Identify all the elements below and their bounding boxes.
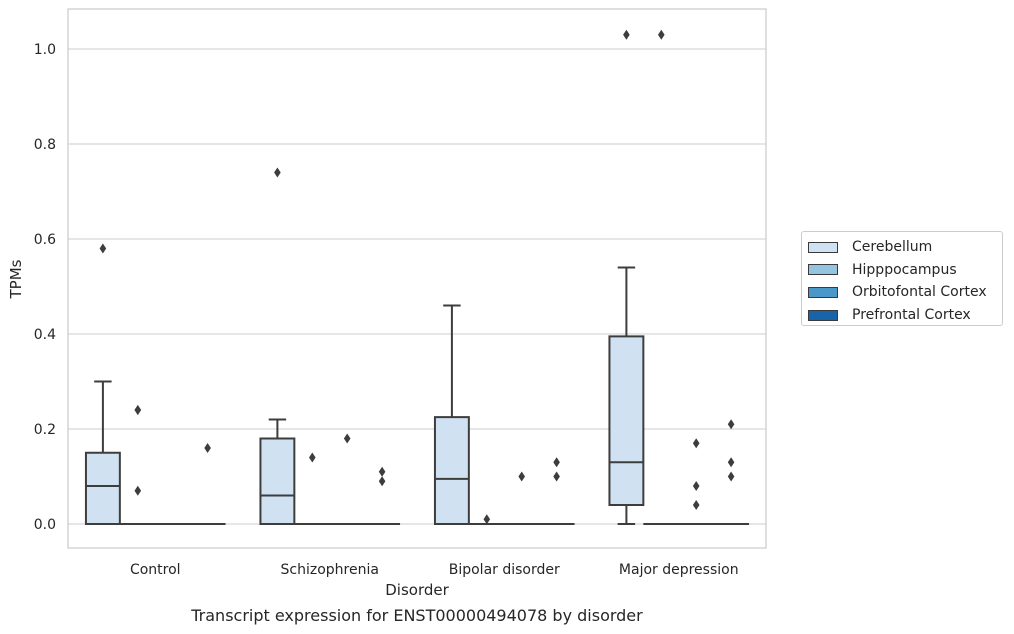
flier-point (692, 500, 700, 510)
legend-label-cerebellum: Cerebellum (852, 239, 933, 256)
flier-point (727, 457, 735, 468)
y-tick-label: 0.6 (34, 232, 56, 248)
box-0-0 (84, 243, 121, 525)
box-body (259, 437, 296, 525)
box-2-3 (678, 438, 715, 526)
legend-item-cerebellum: Cerebellum (808, 236, 1002, 259)
legend-item-prefrontal-cortex: Prefrontal Cortex (808, 304, 1002, 327)
box-2-1 (329, 433, 366, 526)
legend-swatch-hippocampus (808, 264, 838, 276)
legend-swatch-orbitofrontal-cortex (808, 286, 838, 298)
flier-point (518, 471, 525, 482)
legend: Cerebellum Hipppocampus Orbitofontal Cor… (801, 231, 1003, 326)
box-3-3 (713, 419, 750, 526)
y-tick-label: 0.2 (34, 422, 56, 438)
legend-swatch-prefrontal-cortex (808, 309, 838, 321)
y-tick-label: 0.8 (34, 137, 56, 153)
box-1-2 (468, 514, 505, 526)
box-0-1 (259, 167, 296, 525)
y-axis-title: TPMs (7, 259, 25, 299)
flier-point (378, 476, 386, 487)
flier-point (692, 481, 700, 491)
marks-layer (84, 29, 750, 526)
box-3-1 (364, 466, 401, 526)
flier-point (727, 471, 735, 482)
legend-label-hippocampus: Hipppocampus (852, 261, 957, 278)
flier-point (658, 29, 665, 40)
legend-item-orbitofrontal-cortex: Orbitofontal Cortex (808, 281, 1002, 304)
box-3-0 (189, 443, 226, 526)
grid-layer (68, 48, 766, 525)
flier-point (134, 405, 142, 415)
flier-point (134, 485, 142, 496)
box-body (433, 416, 470, 525)
box-body (608, 335, 645, 506)
x-tick-label: Control (130, 562, 181, 578)
x-axis-title: Disorder (385, 581, 449, 599)
x-tick-labels: Control Schizophrenia Bipolar disorder Majo… (130, 562, 739, 578)
flier-point (99, 243, 107, 254)
box-1-3 (643, 29, 680, 526)
x-tick-label: Major depression (619, 562, 739, 578)
x-tick-label: Bipolar disorder (449, 562, 560, 578)
legend-swatch-cerebellum (808, 241, 838, 253)
flier-point (343, 433, 351, 444)
flier-point (204, 443, 211, 453)
flier-point (309, 452, 316, 463)
legend-label-orbitofrontal-cortex: Orbitofontal Cortex (852, 284, 987, 301)
flier-point (623, 29, 630, 40)
box-1-1 (294, 452, 331, 526)
flier-point (378, 466, 386, 477)
y-tick-label: 0.0 (34, 517, 56, 533)
box-1-0 (119, 405, 156, 526)
box-2-2 (503, 471, 540, 526)
flier-point (553, 457, 560, 468)
y-tick-label: 1.0 (34, 42, 56, 58)
plot-frame (67, 8, 767, 549)
flier-point (727, 419, 735, 430)
box-0-3 (608, 29, 645, 525)
flier-point (553, 471, 560, 482)
legend-item-hippocampus: Hipppocampus (808, 259, 1002, 282)
y-tick-labels: 0.0 0.2 0.4 0.6 0.8 1.0 (34, 42, 56, 533)
x-tick-label: Schizophrenia (281, 562, 379, 578)
flier-point (483, 514, 491, 525)
flier-point (274, 167, 281, 178)
chart-caption: Transcript expression for ENST0000049407… (191, 606, 643, 625)
box-3-2 (538, 457, 575, 526)
flier-point (692, 438, 700, 449)
box-0-2 (433, 304, 470, 525)
y-tick-label: 0.4 (34, 327, 56, 343)
box-body (84, 451, 121, 525)
legend-label-prefrontal-cortex: Prefrontal Cortex (852, 307, 971, 324)
